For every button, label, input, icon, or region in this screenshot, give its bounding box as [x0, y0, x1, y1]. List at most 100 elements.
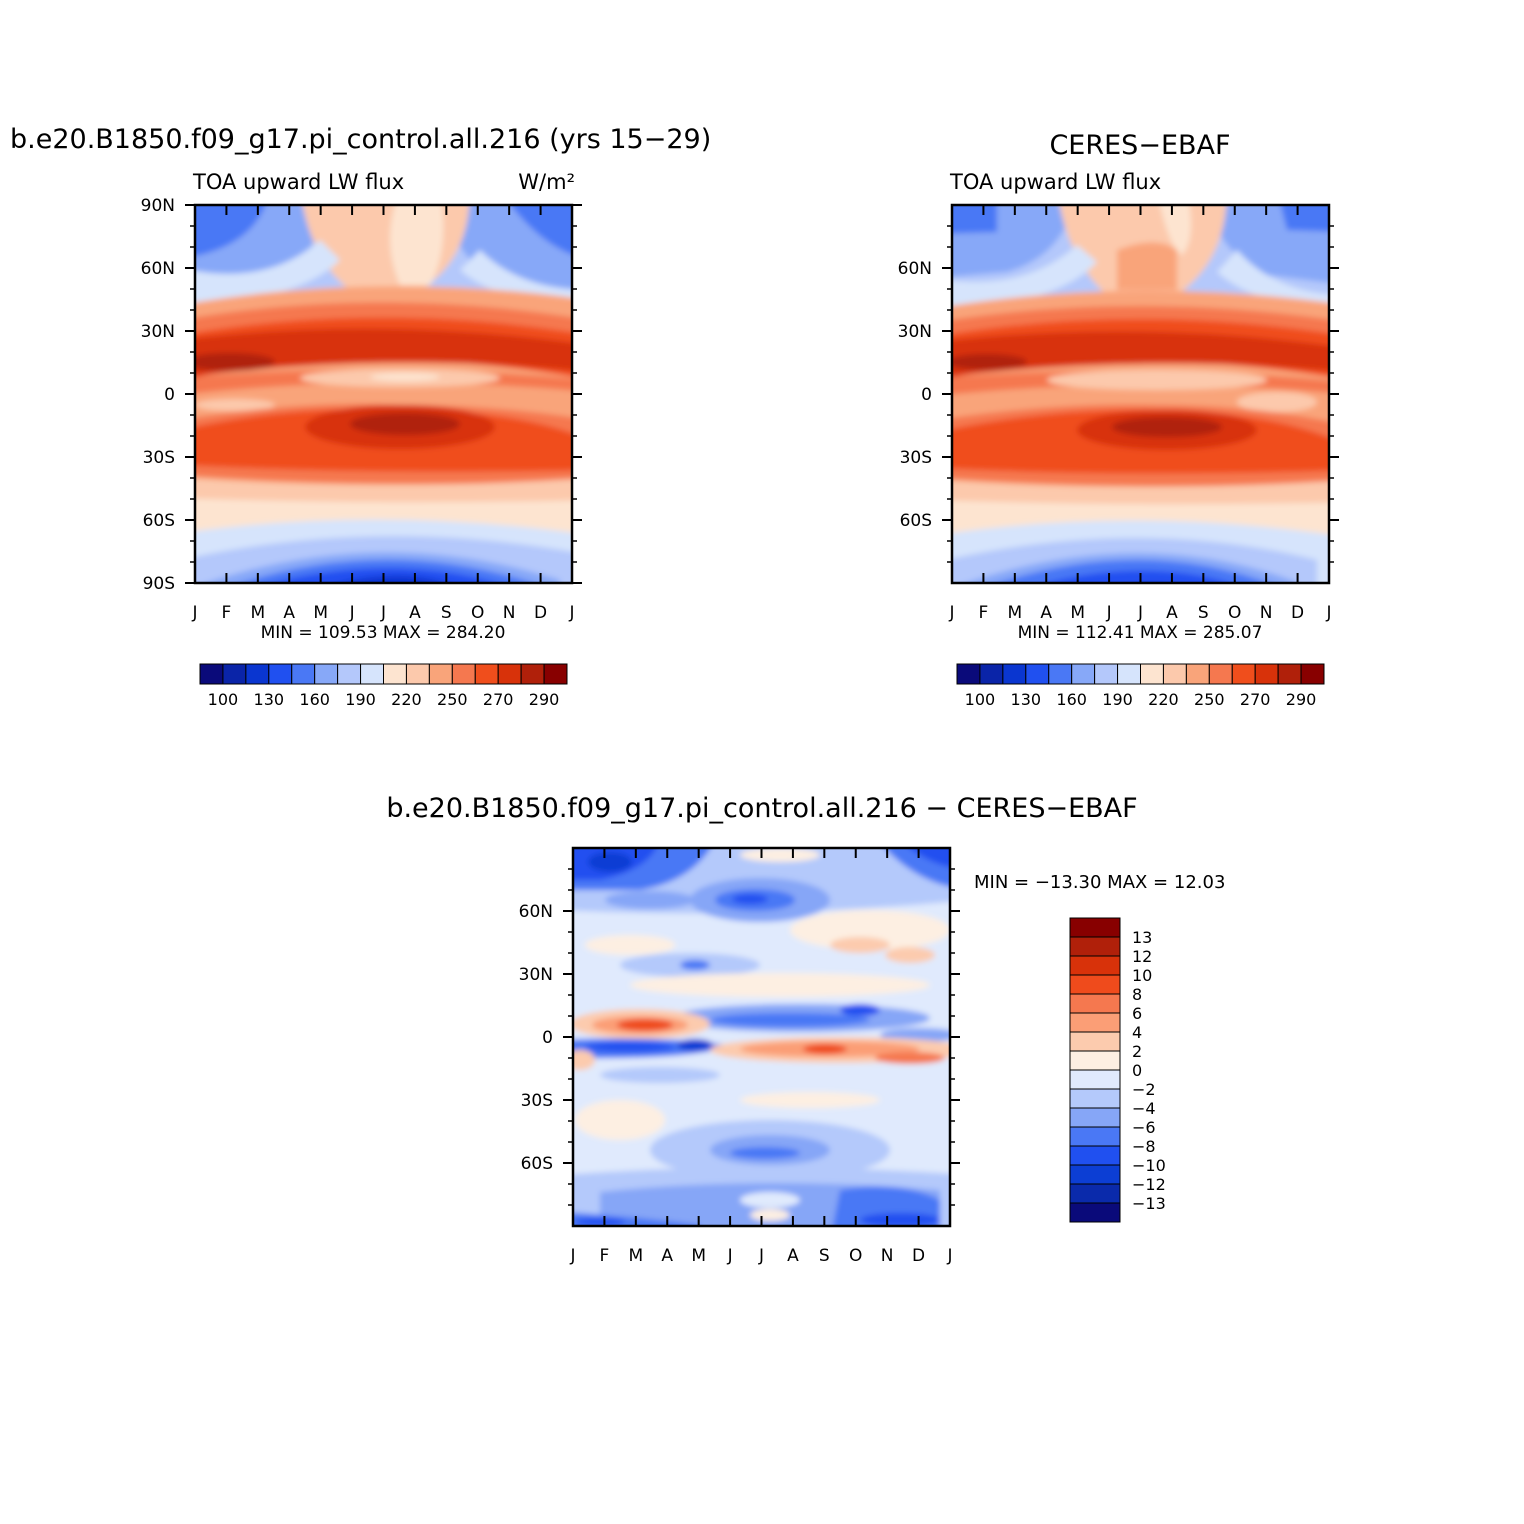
colorbar-swatch [1069, 1164, 1121, 1185]
x-tick-label: N [881, 1246, 894, 1266]
colorbar-swatch [1069, 1183, 1121, 1204]
colorbar-swatch [1300, 663, 1325, 685]
colorbar-label: −4 [1132, 1099, 1156, 1118]
x-tick-label: A [661, 1246, 673, 1266]
colorbar-swatch [268, 663, 293, 685]
y-tick-label: 0 [542, 1028, 553, 1048]
colorbar-label: 220 [391, 690, 422, 709]
panel-model: b.e20.B1850.f09_g17.pi_control.all.216 (… [10, 124, 711, 709]
panel-model-variable-label: TOA upward LW flux [192, 170, 404, 194]
colorbar-swatch [979, 663, 1004, 685]
colorbar-swatch [1071, 663, 1096, 685]
colorbar-label: 6 [1132, 1004, 1142, 1023]
colorbar-label: −12 [1132, 1175, 1166, 1194]
colorbar-label: 130 [254, 690, 285, 709]
colorbar-swatch [245, 663, 270, 685]
x-tick-label: M [1007, 603, 1022, 623]
colorbar-swatch [497, 663, 522, 685]
x-tick-label: J [948, 603, 954, 623]
colorbar-swatch [1069, 955, 1121, 976]
x-tick-label: S [441, 603, 452, 623]
x-tick-label: J [568, 603, 574, 623]
panel-obs-variable-label: TOA upward LW flux [949, 170, 1161, 194]
y-tick-label: 30S [143, 448, 175, 468]
colorbar-swatch [1069, 1031, 1121, 1052]
x-tick-label: M [628, 1246, 643, 1266]
colorbar-swatch [1069, 1145, 1121, 1166]
colorbar-swatch [360, 663, 384, 685]
colorbar-swatch [1208, 663, 1233, 685]
colorbar-label: 290 [529, 690, 560, 709]
x-tick-label: N [1260, 603, 1273, 623]
x-tick-label: A [1040, 603, 1052, 623]
x-tick-label: J [191, 603, 197, 623]
y-tick-label: 30N [898, 322, 932, 342]
y-tick-label: 60N [898, 259, 932, 279]
colorbar-swatch [1002, 663, 1027, 685]
y-tick-label: 60S [900, 511, 932, 531]
colorbar-label: 270 [483, 690, 514, 709]
y-tick-label: 90S [143, 574, 175, 594]
colorbar-label: 250 [437, 690, 468, 709]
colorbar-swatch [1025, 663, 1050, 685]
x-tick-label: M [1070, 603, 1085, 623]
panel-diff-stats: MIN = −13.30 MAX = 12.03 [974, 872, 1225, 893]
colorbar-label: −2 [1132, 1080, 1156, 1099]
colorbar-label: 100 [965, 690, 996, 709]
x-tick-label: S [1198, 603, 1209, 623]
x-tick-label: O [471, 603, 484, 623]
panel-model-colorbar: 100 130 160 190 220 250 270 290 [199, 663, 568, 709]
x-tick-label: M [691, 1246, 706, 1266]
x-tick-label: J [349, 603, 355, 623]
colorbar-swatch [428, 663, 453, 685]
colorbar-swatch [1069, 1202, 1121, 1223]
colorbar-label: 270 [1240, 690, 1271, 709]
y-tick-label: 60S [521, 1154, 553, 1174]
panel-diff-title: b.e20.B1850.f09_g17.pi_control.all.216 −… [386, 793, 1137, 824]
x-tick-label: O [1228, 603, 1241, 623]
colorbar-swatch [1069, 1088, 1121, 1109]
colorbar-label: 160 [299, 690, 330, 709]
colorbar-swatch [314, 663, 339, 685]
colorbar-swatch [291, 663, 316, 685]
colorbar-label: 0 [1132, 1061, 1142, 1080]
x-tick-label: D [534, 603, 547, 623]
x-tick-label: A [787, 1246, 799, 1266]
colorbar-swatch [1069, 1012, 1121, 1033]
colorbar-swatch [1254, 663, 1279, 685]
colorbar-label: 290 [1286, 690, 1317, 709]
colorbar-swatch [1069, 1107, 1121, 1128]
colorbar-label: 13 [1132, 928, 1152, 947]
colorbar-swatch [337, 663, 362, 685]
colorbar-swatch [1048, 663, 1073, 685]
colorbar-swatch [222, 663, 247, 685]
colorbar-swatch [1069, 936, 1121, 957]
x-tick-label: J [569, 1246, 575, 1266]
colorbar-swatch [1069, 974, 1121, 995]
colorbar-swatch [520, 663, 545, 685]
x-tick-label: J [946, 1246, 952, 1266]
x-tick-label: F [222, 603, 232, 623]
x-tick-label: F [600, 1246, 610, 1266]
colorbar-swatch [956, 663, 981, 685]
colorbar-label: 250 [1194, 690, 1225, 709]
x-tick-label: A [409, 603, 421, 623]
colorbar-label: −10 [1132, 1156, 1166, 1175]
x-tick-label: J [1106, 603, 1112, 623]
colorbar-label: 190 [345, 690, 376, 709]
y-tick-label: 90N [141, 196, 175, 216]
colorbar-swatch [1069, 993, 1121, 1014]
colorbar-swatch [199, 663, 224, 685]
x-tick-label: J [380, 603, 386, 623]
colorbar-label: 10 [1132, 966, 1152, 985]
colorbar-swatch [405, 663, 430, 685]
y-tick-label: 30N [519, 965, 553, 985]
colorbar-swatch [1231, 663, 1256, 685]
colorbar-swatch [1185, 663, 1210, 685]
x-tick-label: M [313, 603, 328, 623]
colorbar-swatch [543, 663, 568, 685]
panel-model-units-label: W/m² [518, 170, 575, 194]
